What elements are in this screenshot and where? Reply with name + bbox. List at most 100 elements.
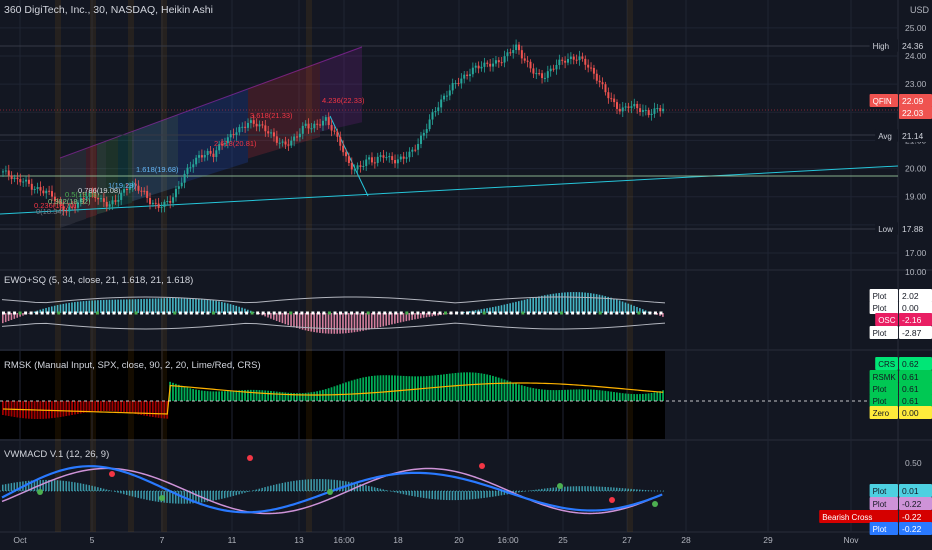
candle-body bbox=[572, 56, 575, 60]
candle-body bbox=[448, 90, 451, 96]
candle-body bbox=[463, 74, 466, 79]
vwmacd-histogram-bar bbox=[598, 486, 601, 491]
candle-body bbox=[137, 185, 140, 191]
rmsk-badge-value: 0.61 bbox=[902, 372, 919, 382]
candle-body bbox=[114, 200, 117, 202]
ewo-pane-title[interactable]: EWO+SQ (5, 34, close, 21, 1.618, 21, 1.6… bbox=[4, 275, 193, 286]
ewo-bar bbox=[151, 298, 154, 313]
vwmacd-histogram-bar bbox=[310, 479, 312, 491]
candle-body bbox=[607, 92, 610, 99]
rmsk-badge-value: 0.62 bbox=[902, 359, 919, 369]
rmsk-bar bbox=[316, 391, 319, 401]
candle-body bbox=[117, 199, 120, 202]
candle-body bbox=[405, 157, 408, 159]
candle-body bbox=[394, 160, 397, 164]
ewo-bar bbox=[613, 298, 615, 313]
rmsk-bar bbox=[264, 390, 267, 401]
rmsk-bar bbox=[621, 393, 624, 401]
vwmacd-histogram-bar bbox=[319, 479, 321, 491]
candle-body bbox=[267, 131, 270, 134]
squeeze-dot bbox=[466, 311, 470, 315]
candle-body bbox=[120, 192, 123, 200]
session-stripe bbox=[55, 0, 61, 532]
candle-body bbox=[10, 175, 13, 180]
squeeze-dot bbox=[211, 311, 215, 315]
rmsk-bar bbox=[575, 389, 578, 401]
vwmacd-histogram-bar bbox=[287, 481, 289, 491]
squeeze-dot bbox=[355, 311, 359, 315]
ewo-bar bbox=[123, 299, 125, 313]
candle-body bbox=[212, 153, 215, 157]
vwmacd-pane-title[interactable]: VWMACD V.1 (12, 26, 9) bbox=[4, 449, 109, 460]
candle-body bbox=[327, 117, 330, 126]
candle-body bbox=[270, 132, 273, 134]
rmsk-bar bbox=[396, 375, 399, 401]
ewo-bar bbox=[137, 299, 140, 313]
squeeze-dot bbox=[267, 311, 271, 315]
ewo-bar bbox=[310, 313, 313, 332]
symbol-title[interactable]: 360 DigiTech, Inc., 30, NASDAQ, Heikin A… bbox=[4, 4, 213, 16]
squeeze-dot bbox=[13, 311, 17, 315]
candle-body bbox=[108, 204, 111, 207]
rmsk-bar bbox=[174, 383, 177, 401]
rmsk-bar bbox=[232, 390, 235, 401]
candle-body bbox=[333, 130, 336, 132]
candle-body bbox=[497, 60, 500, 63]
ewo-bar bbox=[362, 313, 364, 331]
vwmacd-histogram-bar bbox=[466, 491, 468, 500]
rmsk-bar bbox=[88, 401, 91, 413]
candle-body bbox=[160, 206, 163, 208]
vwmacd-histogram-bar bbox=[359, 483, 361, 491]
rmsk-bar bbox=[494, 376, 497, 401]
ewo-bar bbox=[538, 296, 540, 313]
squeeze-dot bbox=[322, 311, 326, 315]
ewo-bar bbox=[172, 297, 174, 313]
vwmacd-histogram-bar bbox=[120, 491, 122, 494]
vwmacd-histogram-bar bbox=[94, 486, 96, 491]
vwmacd-histogram-bar bbox=[368, 485, 370, 491]
squeeze-dot bbox=[173, 311, 177, 315]
rmsk-bar bbox=[111, 401, 114, 412]
ewo-upper-band bbox=[1, 296, 666, 304]
grid-lines bbox=[0, 0, 932, 533]
time-axis[interactable]: Oct 5 7 11 13 16:00 18 20 16:00 25 27 28 29 Nov bbox=[13, 535, 859, 545]
candle-body bbox=[440, 99, 443, 108]
rmsk-bar bbox=[595, 389, 598, 401]
rmsk-pane-title[interactable]: RMSK (Manual Input, SPX, close, 90, 2, 2… bbox=[4, 360, 261, 371]
ewo-bar bbox=[627, 303, 630, 313]
fib-zone bbox=[178, 88, 248, 185]
candle-body bbox=[552, 68, 555, 70]
rmsk-bar bbox=[647, 393, 650, 401]
vwmacd-histogram-bar bbox=[79, 483, 82, 491]
candle-body bbox=[417, 143, 420, 150]
candle-body bbox=[301, 125, 304, 134]
vwmacd-histogram-bar bbox=[33, 480, 36, 491]
vwmacd-histogram-bar bbox=[304, 479, 307, 491]
cross-marker bbox=[327, 489, 333, 495]
fib-top-edge bbox=[59, 46, 363, 159]
candle-body bbox=[19, 179, 22, 183]
vwmacd-badge-value-bg bbox=[899, 522, 932, 535]
rmsk-bar bbox=[587, 389, 589, 401]
candle-body bbox=[587, 64, 590, 68]
ewo-bar bbox=[85, 300, 88, 313]
squeeze-dot bbox=[449, 311, 453, 315]
rmsk-bar bbox=[641, 393, 644, 401]
time-tick-label: 16:00 bbox=[333, 535, 355, 545]
rmsk-bar bbox=[538, 389, 540, 401]
rmsk-bar bbox=[388, 375, 391, 401]
ewo-bar bbox=[379, 313, 382, 328]
fib-zone bbox=[86, 144, 97, 219]
squeeze-dot bbox=[245, 311, 249, 315]
rmsk-badge-value: 0.61 bbox=[902, 396, 919, 406]
squeeze-dot bbox=[305, 311, 309, 315]
vwmacd-histogram-bar bbox=[440, 491, 442, 500]
vwmacd-histogram-bar bbox=[541, 488, 543, 491]
rmsk-bar bbox=[114, 401, 117, 412]
vwmacd-histogram-bar bbox=[494, 491, 497, 497]
fib-level-label: 1.618(19.68) bbox=[136, 165, 179, 174]
candle-body bbox=[615, 102, 618, 109]
vwmacd-histogram-bar bbox=[333, 479, 335, 491]
rmsk-bar bbox=[347, 381, 350, 401]
candle-body bbox=[232, 134, 235, 136]
